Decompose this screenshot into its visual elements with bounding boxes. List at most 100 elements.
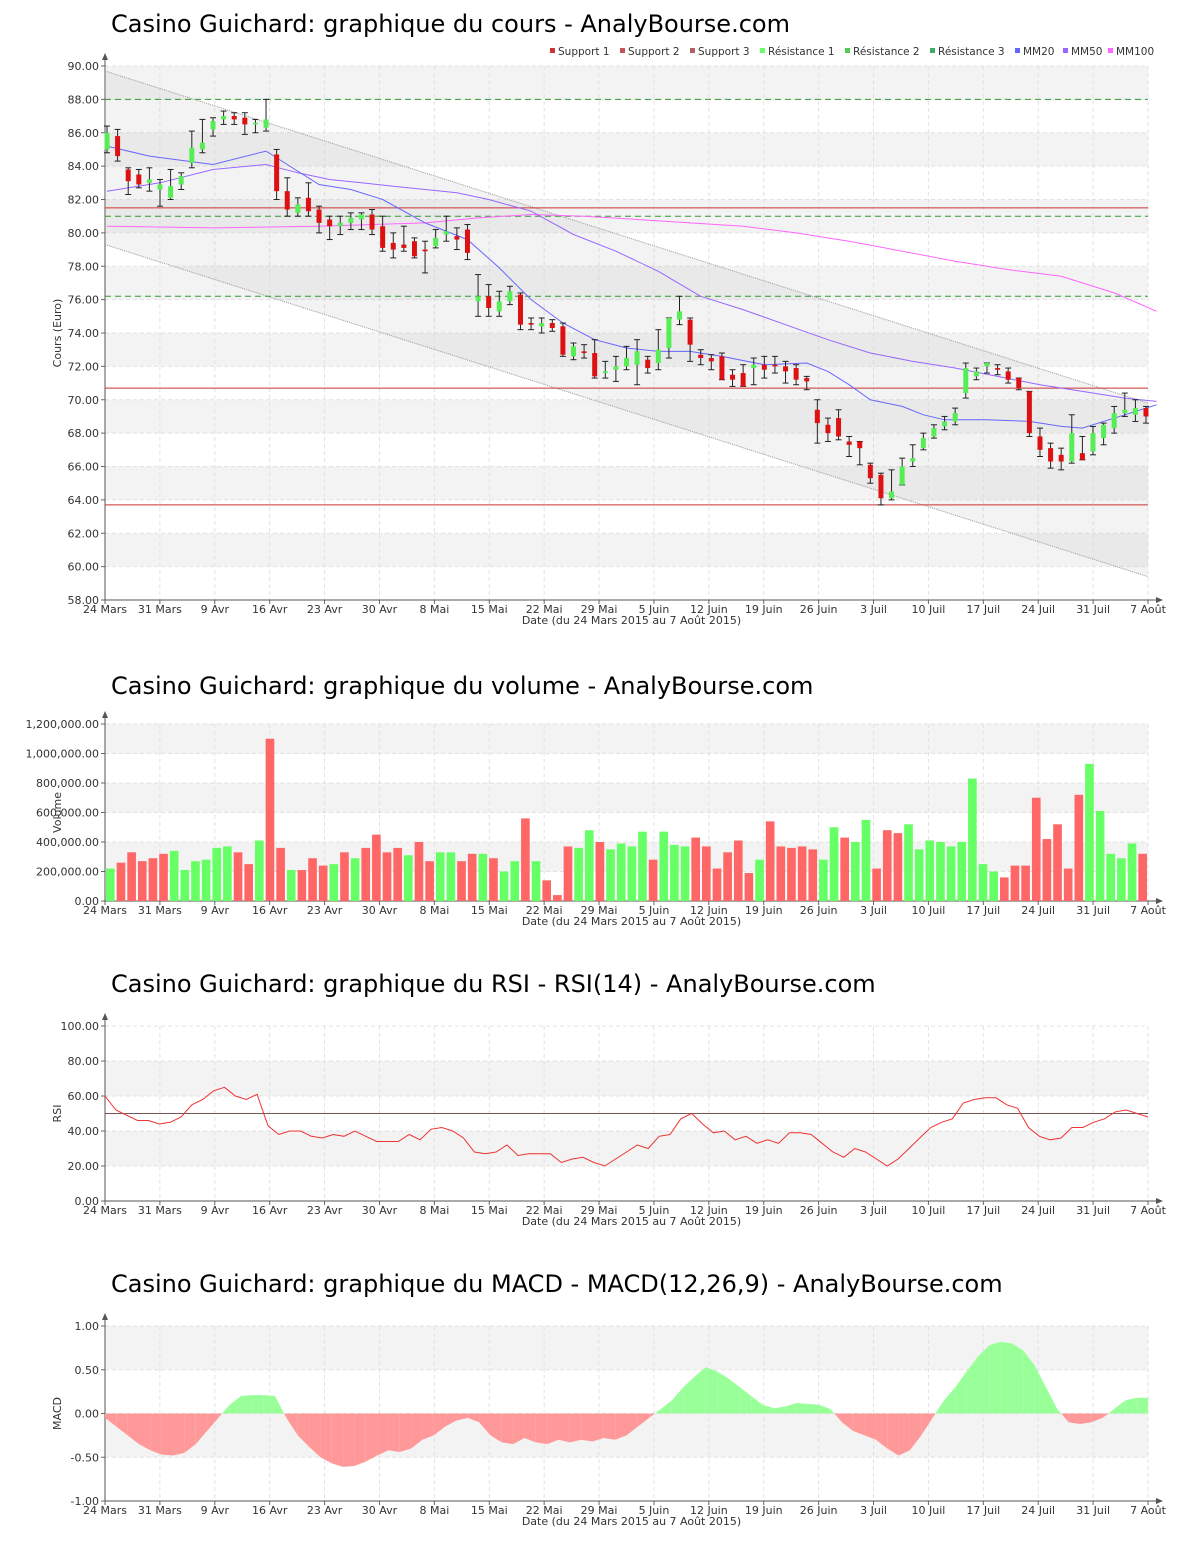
macd-area-negative [490,1413,502,1443]
y-tick-label: 800,000.00 [36,777,99,790]
candle-down [836,418,842,437]
macd-area-positive [263,1395,276,1414]
x-tick-label: 8 Mai [419,1504,449,1517]
y-tick-label: 88.00 [68,93,100,106]
candle-down [730,374,736,380]
candle-down [1048,448,1054,462]
y-axis-label: RSI [51,1105,64,1123]
macd-area-negative [354,1413,366,1466]
candle-down [814,409,820,424]
macd-area-negative [626,1413,638,1436]
x-tick-label: 9 Avr [201,1204,230,1217]
x-tick-label: 22 Mai [526,1204,563,1217]
volume-bar-down [563,846,573,901]
candle-down [422,249,428,252]
volume-bar-up [106,868,115,901]
x-tick-label: 10 Juil [912,904,946,917]
candle-down [719,356,725,380]
macd-area-negative [388,1413,400,1452]
candle-down [390,242,396,250]
y-tick-label: 80.00 [68,227,100,240]
price-chart: 58.00 60.00 62.00 64.00 66.00 68.00 70.00 72.00… [51,46,1167,627]
macd-area-positive [229,1396,242,1414]
candle-up [602,371,608,374]
macd-area-negative [343,1413,355,1467]
candle-down [486,296,492,308]
volume-bar-up [446,852,456,901]
macd-area-positive [660,1400,672,1414]
candle-up [655,349,661,364]
macd-area-negative [433,1413,446,1436]
x-tick-label: 23 Avr [307,1504,343,1517]
volume-bar-up [574,847,583,901]
volume-bar-up [478,853,488,901]
volume-bar-down [797,846,807,901]
plot-band [105,399,1148,434]
mm100-line [106,213,1157,312]
macd-area-positive [1023,1350,1035,1414]
macd-area-negative [581,1413,593,1442]
candle-up [942,421,948,427]
macd-area-positive [977,1345,990,1414]
candle-down [1079,453,1085,460]
x-axis-label: Date (du 24 Mars 2015 au 7 Août 2015) [522,915,741,928]
candle-down [380,226,386,248]
x-tick-label: 29 Mai [581,1204,618,1217]
candle-down [846,441,852,445]
volume-bar-down [467,853,477,901]
volume-bar-up [936,842,945,901]
candle-down [867,464,873,479]
candle-down [1143,408,1149,417]
plot-band [105,266,1148,300]
macd-chart: -1.00 -0.50 0.00 0.50 1.00 24 Mars 31 Mars 9 Av… [51,1313,1167,1528]
x-tick-label: 12 Juin [690,1504,728,1517]
macd-area-negative [501,1413,514,1445]
candle-up [104,132,110,150]
legend-label: Support 3 [698,46,750,58]
x-tick-label: 30 Avr [362,904,398,917]
y-tick-label: 86.00 [68,127,100,140]
candle-up [496,301,502,312]
volume-bar-down [723,852,732,901]
x-tick-label: 24 Mars [83,1504,127,1517]
plot-band [105,533,1148,567]
volume-bar-down [159,853,168,901]
legend-swatch [1015,48,1020,53]
volume-bar-down [702,846,711,901]
macd-area-negative [558,1413,570,1443]
macd-area-negative [864,1413,876,1440]
candle-up [624,358,629,367]
volume-bar-up [1127,843,1137,901]
volume-bar-down [553,895,562,901]
macd-area-negative [1102,1413,1109,1418]
candle-up [507,291,513,302]
candle-down [1026,391,1032,434]
plot-band [105,724,1148,754]
x-tick-label: 15 Mai [471,1504,508,1517]
y-tick-label: -1.00 [71,1495,99,1508]
y-tick-label: 0.00 [75,895,100,908]
channel-upper-line [104,70,1149,404]
candle-down [401,244,407,248]
macd-area-positive [762,1404,774,1414]
candle-up [613,366,619,370]
volume-bar-up [861,819,871,901]
volume-bar-down [308,858,317,901]
legend-swatch [1108,48,1113,53]
macd-area-negative [284,1413,287,1418]
y-tick-label: -0.50 [71,1451,99,1464]
x-tick-label: 17 Juil [966,603,1000,616]
x-tick-label: 23 Avr [307,904,343,917]
candle-up [475,296,481,302]
y-tick-label: 64.00 [68,494,100,507]
candle-up [1069,433,1075,462]
volume-bar-down [297,870,307,901]
legend-swatch [760,48,765,53]
macd-area-positive [751,1396,763,1414]
volume-bar-up [627,846,637,901]
macd-area-negative [898,1413,910,1456]
x-tick-label: 31 Mars [138,603,182,616]
macd-area-positive [966,1356,978,1414]
y-tick-label: 62.00 [68,527,100,540]
rsi-panel: Casino Guichard: graphique du RSI - RSI(… [0,960,1200,1240]
